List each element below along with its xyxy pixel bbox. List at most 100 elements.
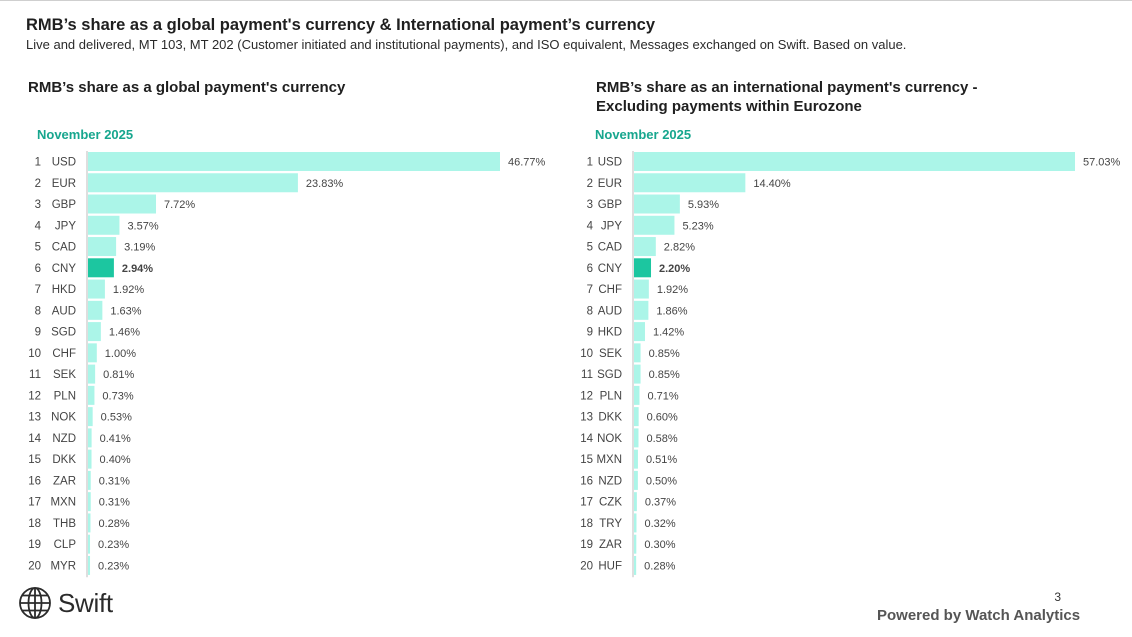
rank-label: 8 (35, 305, 41, 317)
currency-label: MXN (50, 497, 76, 509)
rank-label: 17 (28, 497, 41, 509)
data-label: 0.31% (99, 497, 130, 509)
bar (634, 534, 637, 554)
bar (634, 470, 638, 490)
currency-label: HKD (52, 284, 76, 296)
rank-label: 18 (580, 518, 593, 530)
rank-label: 6 (35, 263, 41, 275)
currency-label: USD (598, 157, 622, 169)
data-label: 2.82% (664, 242, 695, 254)
data-label: 14.40% (753, 178, 791, 190)
currency-label: PLN (600, 390, 622, 402)
bar (634, 300, 649, 320)
bar (634, 322, 645, 342)
rank-label: 1 (587, 157, 593, 169)
rank-label: 6 (587, 263, 593, 275)
data-label: 0.31% (99, 475, 130, 487)
rank-label: 15 (28, 454, 41, 466)
bar (88, 173, 298, 193)
currency-label: NOK (51, 412, 76, 424)
currency-label: ZAR (53, 475, 76, 487)
rank-label: 19 (580, 539, 593, 551)
rank-label: 14 (580, 433, 593, 445)
rank-label: 15 (580, 454, 593, 466)
currency-label: CNY (598, 263, 623, 275)
currency-label: ZAR (599, 539, 622, 551)
rank-label: 11 (29, 369, 41, 381)
rank-label: 9 (587, 327, 593, 339)
rank-label: 1 (35, 157, 41, 169)
data-label: 3.57% (127, 220, 158, 232)
data-label: 0.81% (103, 369, 134, 381)
period-label-global: November 2025 (37, 127, 134, 142)
rank-label: 7 (35, 284, 41, 296)
bar (88, 385, 95, 405)
bar (634, 215, 675, 235)
rank-label: 19 (28, 539, 41, 551)
bar (634, 407, 639, 427)
currency-label: THB (53, 518, 76, 530)
bar (634, 237, 656, 257)
currency-label: MYR (50, 560, 76, 572)
data-label: 1.92% (113, 284, 144, 296)
rank-label: 2 (35, 178, 41, 190)
data-label: 2.94% (122, 263, 153, 275)
rank-label: 4 (35, 220, 42, 232)
data-label: 1.00% (105, 348, 136, 360)
data-label: 3.19% (124, 242, 155, 254)
currency-label: NZD (52, 433, 76, 445)
data-label: 0.23% (98, 560, 129, 572)
currency-label: CNY (52, 263, 77, 275)
currency-label: SEK (53, 369, 76, 381)
currency-label: NOK (597, 433, 622, 445)
globe-icon (19, 587, 51, 619)
rank-label: 10 (28, 348, 41, 360)
period-label-international: November 2025 (595, 127, 692, 142)
bar (88, 300, 103, 320)
data-label: 57.03% (1083, 157, 1121, 169)
bar (88, 237, 117, 257)
top-rule (0, 0, 1132, 1)
bar (88, 215, 120, 235)
rank-label: 20 (580, 560, 593, 572)
currency-label: PLN (54, 390, 76, 402)
data-label: 1.92% (657, 284, 688, 296)
data-label: 0.28% (98, 518, 129, 530)
data-label: 0.58% (646, 433, 677, 445)
rank-label: 11 (581, 369, 593, 381)
bar (634, 194, 680, 214)
data-label: 0.71% (647, 390, 678, 402)
currency-label: CHF (598, 284, 622, 296)
data-label: 0.50% (646, 475, 677, 487)
rank-label: 7 (587, 284, 593, 296)
rank-label: 13 (28, 412, 41, 424)
data-label: 0.85% (649, 369, 680, 381)
data-label: 5.23% (682, 220, 713, 232)
rank-label: 20 (28, 560, 41, 572)
currency-label: JPY (601, 220, 622, 232)
currency-label: DKK (52, 454, 76, 466)
bar (634, 173, 746, 193)
bar (88, 428, 92, 448)
rank-label: 3 (587, 199, 593, 211)
rank-label: 3 (35, 199, 41, 211)
currency-label: SEK (599, 348, 622, 360)
data-label: 0.40% (100, 454, 131, 466)
bar (634, 492, 637, 512)
chart-title-international-line-2: Excluding payments within Eurozone (596, 98, 862, 115)
bar (88, 555, 91, 575)
swift-logo: Swift (18, 585, 113, 621)
data-label: 0.60% (647, 412, 678, 424)
rank-label: 4 (587, 220, 594, 232)
data-label: 0.53% (101, 412, 132, 424)
data-label: 23.83% (306, 178, 344, 190)
data-label: 2.20% (659, 263, 690, 275)
rank-label: 14 (28, 433, 41, 445)
rank-label: 16 (28, 475, 41, 487)
bar (634, 385, 640, 405)
bar (634, 513, 637, 533)
currency-label: CZK (599, 497, 622, 509)
currency-label: CLP (54, 539, 77, 551)
currency-label: CAD (52, 242, 76, 254)
data-label: 0.32% (644, 518, 675, 530)
